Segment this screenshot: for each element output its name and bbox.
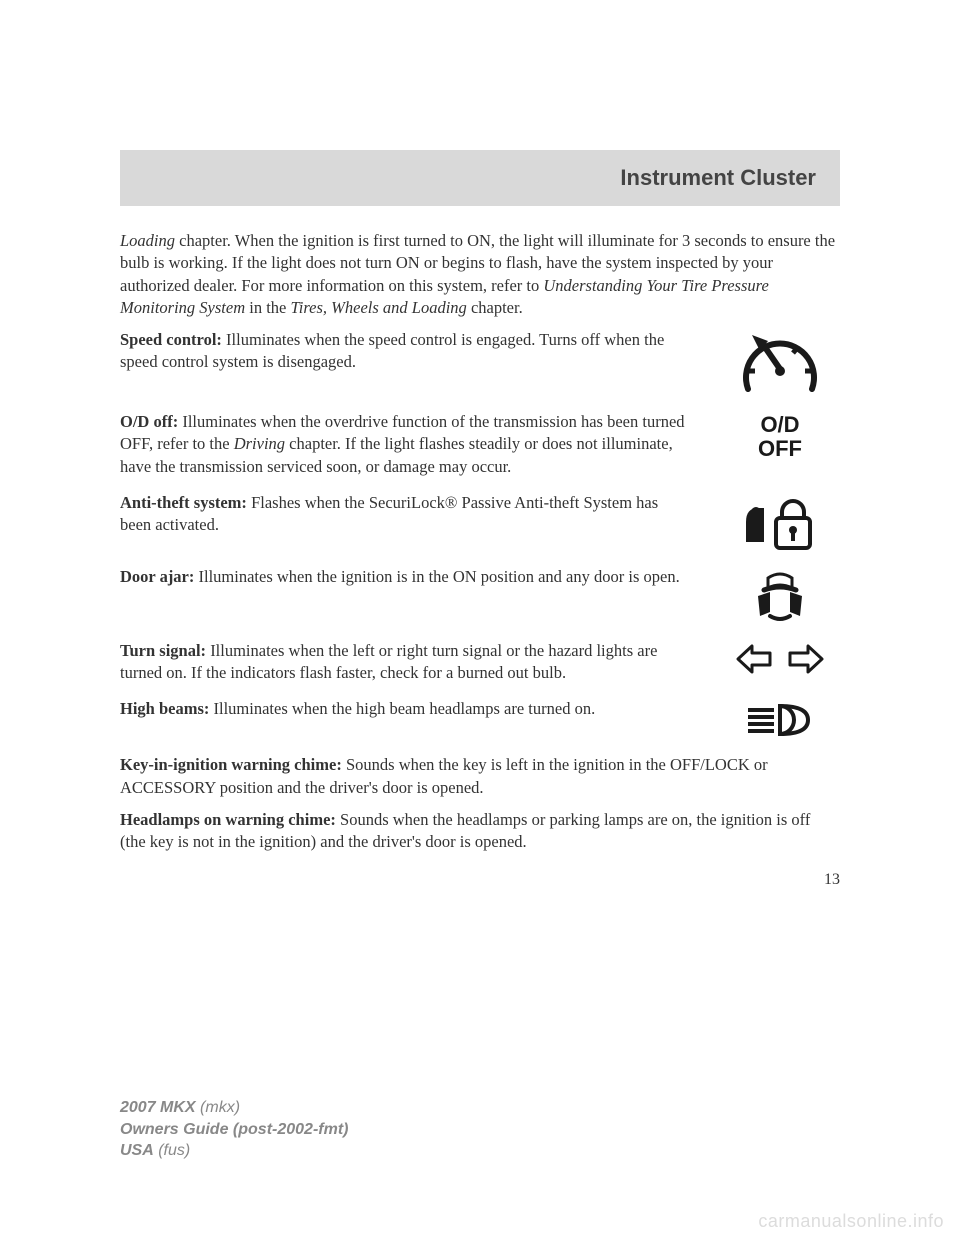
footer-model: 2007 MKX — [120, 1099, 196, 1116]
footer-line1: 2007 MKX (mkx) — [120, 1097, 348, 1119]
anti-theft-text: Anti-theft system: Flashes when the Secu… — [120, 492, 690, 537]
feature-anti-theft: Anti-theft system: Flashes when the Secu… — [120, 492, 840, 552]
footer-line3: USA (fus) — [120, 1140, 348, 1162]
footer-model-code: (mkx) — [196, 1099, 240, 1116]
feature-turn-signal: Turn signal: Illuminates when the left o… — [120, 640, 840, 685]
od-off-line2: OFF — [758, 437, 802, 461]
door-ajar-text: Door ajar: Illuminates when the ignition… — [120, 566, 690, 588]
od-off-ref: Driving — [234, 434, 285, 453]
od-off-icon: O/D OFF — [720, 411, 840, 461]
key-chime-label: Key-in-ignition warning chime: — [120, 755, 342, 774]
anti-theft-label: Anti-theft system: — [120, 493, 247, 512]
feature-door-ajar: Door ajar: Illuminates when the ignition… — [120, 566, 840, 626]
door-ajar-body: Illuminates when the ignition is in the … — [194, 567, 679, 586]
feature-headlamps-chime: Headlamps on warning chime: Sounds when … — [120, 809, 840, 854]
page-container: Instrument Cluster Loading chapter. When… — [0, 0, 960, 929]
feature-speed-control: Speed control: Illuminates when the spee… — [120, 329, 840, 397]
turn-signal-label: Turn signal: — [120, 641, 206, 660]
intro-paragraph: Loading chapter. When the ignition is fi… — [120, 230, 840, 319]
od-off-line1: O/D — [758, 413, 802, 437]
high-beams-body: Illuminates when the high beam headlamps… — [209, 699, 595, 718]
intro-ref2: Tires, Wheels and Loading — [291, 298, 467, 317]
od-off-text: O/D off: Illuminates when the overdrive … — [120, 411, 690, 478]
high-beams-label: High beams: — [120, 699, 209, 718]
feature-high-beams: High beams: Illuminates when the high be… — [120, 698, 840, 740]
speed-control-label: Speed control: — [120, 330, 222, 349]
turn-signal-icon — [720, 640, 840, 676]
feature-key-chime: Key-in-ignition warning chime: Sounds wh… — [120, 754, 840, 799]
footer-region: USA — [120, 1142, 154, 1159]
feature-od-off: O/D off: Illuminates when the overdrive … — [120, 411, 840, 478]
header-title: Instrument Cluster — [620, 165, 816, 191]
door-ajar-label: Door ajar: — [120, 567, 194, 586]
intro-loading: Loading — [120, 231, 175, 250]
turn-signal-text: Turn signal: Illuminates when the left o… — [120, 640, 690, 685]
speed-control-icon — [720, 329, 840, 397]
intro-mid: in the — [245, 298, 290, 317]
watermark: carmanualsonline.info — [758, 1211, 944, 1232]
high-beams-icon — [720, 698, 840, 740]
footer: 2007 MKX (mkx) Owners Guide (post-2002-f… — [120, 1097, 348, 1162]
high-beams-text: High beams: Illuminates when the high be… — [120, 698, 690, 720]
footer-guide: Owners Guide (post-2002-fmt) — [120, 1119, 348, 1141]
door-ajar-icon — [720, 566, 840, 626]
od-off-label: O/D off: — [120, 412, 178, 431]
anti-theft-icon — [720, 492, 840, 552]
headlamps-chime-label: Headlamps on warning chime: — [120, 810, 336, 829]
footer-region-code: (fus) — [154, 1142, 190, 1159]
header-band: Instrument Cluster — [120, 150, 840, 206]
speed-control-text: Speed control: Illuminates when the spee… — [120, 329, 690, 374]
page-number: 13 — [120, 871, 840, 889]
intro-rest2: chapter. — [467, 298, 523, 317]
